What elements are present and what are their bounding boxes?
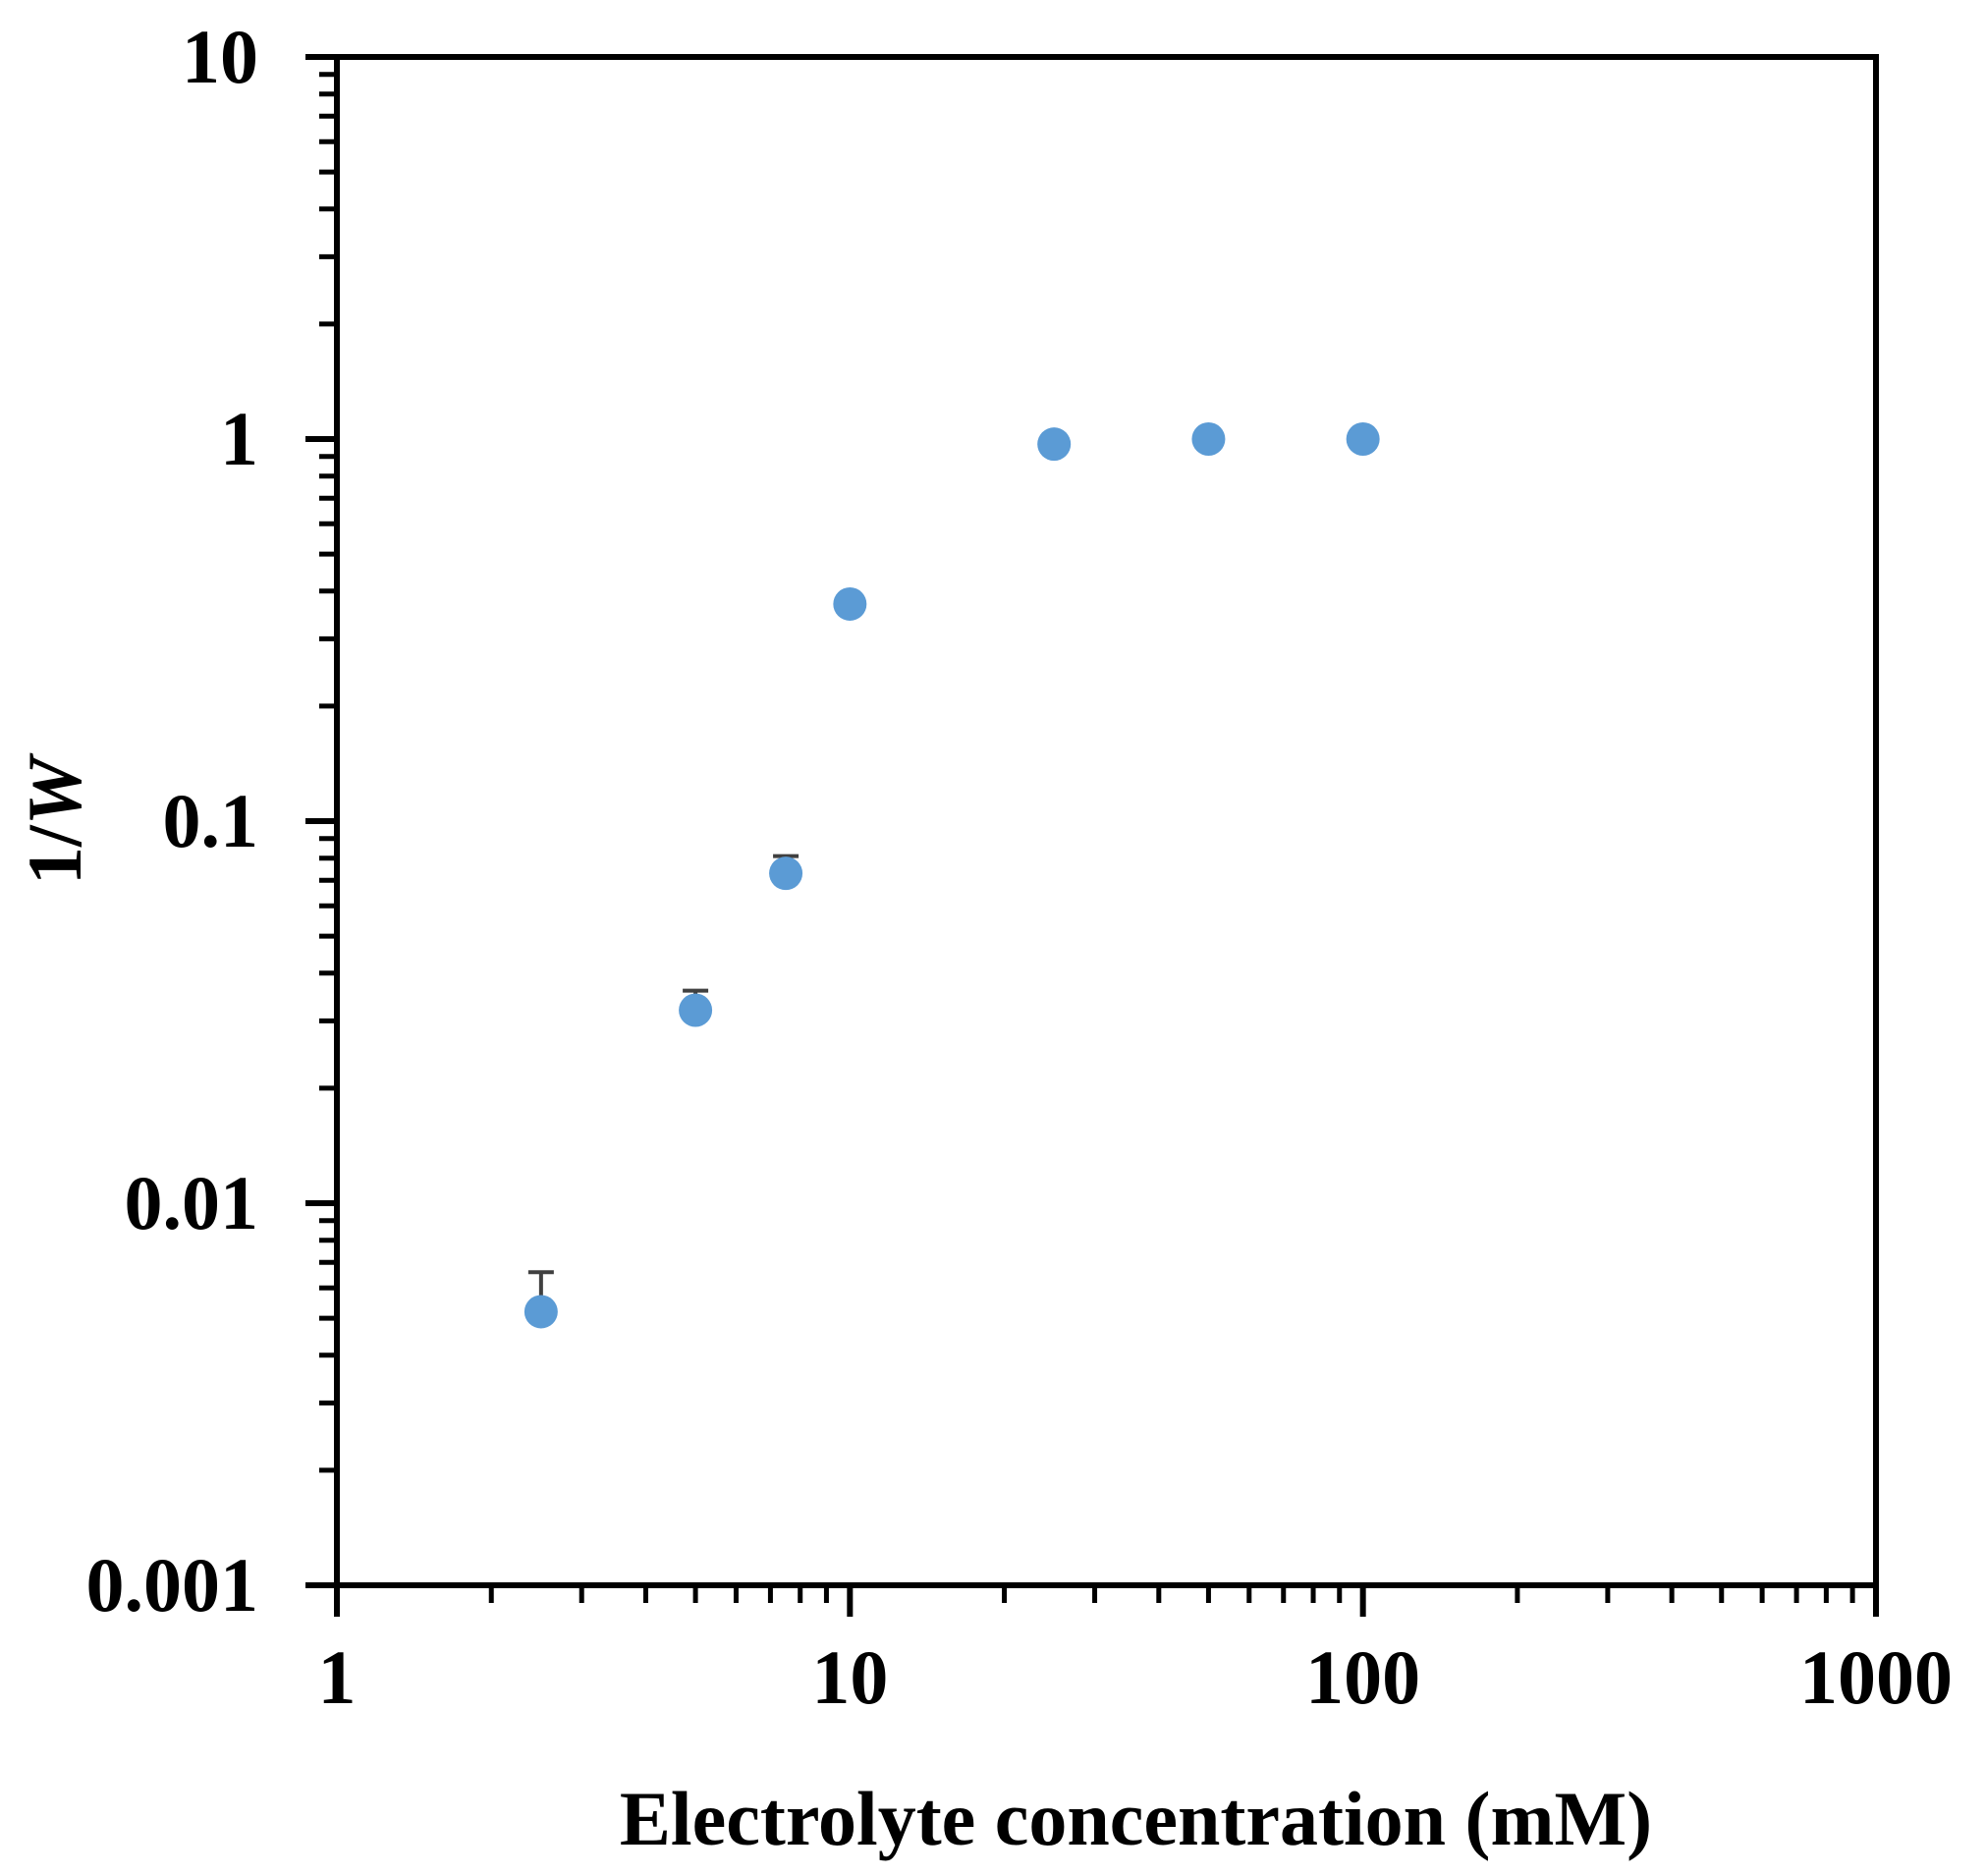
data-point xyxy=(1191,422,1226,456)
y-tick-label: 0.001 xyxy=(86,1542,259,1628)
error-bars xyxy=(527,854,800,1312)
y-tick-label: 0.01 xyxy=(125,1160,259,1245)
data-point xyxy=(1346,422,1380,456)
data-point xyxy=(524,1295,558,1329)
x-tick-label: 100 xyxy=(1305,1634,1420,1720)
major-ticks xyxy=(305,54,1879,1617)
x-axis-title: Electrolyte concentration (mM) xyxy=(620,1776,1652,1861)
y-tick-label: 1 xyxy=(220,396,258,481)
minor-ticks xyxy=(319,72,1855,1603)
x-tick-labels: 1 10 100 1000 xyxy=(318,1634,1954,1720)
x-tick-label: 1 xyxy=(318,1634,357,1720)
data-point xyxy=(1037,427,1072,462)
data-points xyxy=(524,422,1380,1329)
data-point xyxy=(769,856,803,891)
x-tick-label: 1000 xyxy=(1799,1634,1953,1720)
y-tick-label: 0.1 xyxy=(163,778,259,863)
plot-frame xyxy=(334,54,1879,1588)
y-axis-title-variable: W xyxy=(12,752,97,825)
data-point xyxy=(679,993,713,1027)
x-tick-label: 10 xyxy=(811,1634,888,1720)
y-axis-title: 1/W xyxy=(12,752,97,885)
y-tick-label: 10 xyxy=(182,14,258,99)
data-point xyxy=(833,586,867,621)
y-axis-title-prefix: 1/ xyxy=(12,824,97,885)
y-tick-labels: 0.001 0.01 0.1 1 10 xyxy=(86,14,259,1628)
